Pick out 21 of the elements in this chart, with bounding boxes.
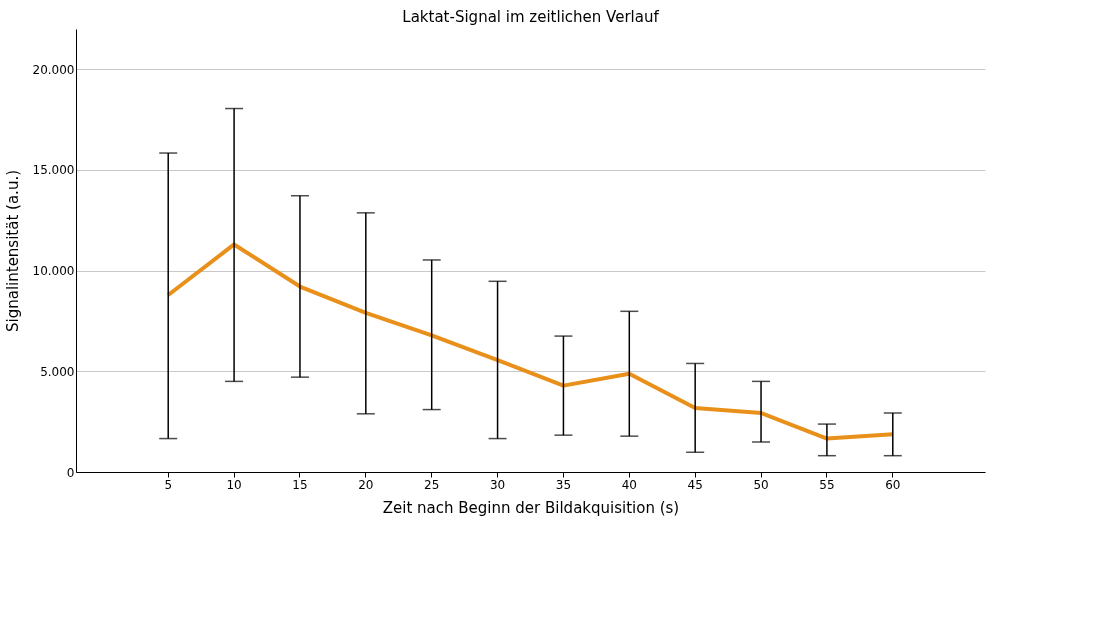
x-tick-label: 25 bbox=[424, 477, 440, 492]
x-tick-label: 5 bbox=[164, 477, 173, 492]
x-axis-title: Zeit nach Beginn der Bildakquisition (s) bbox=[382, 498, 680, 517]
x-tick-label: 15 bbox=[292, 477, 308, 492]
y-tick-label: 5.000 bbox=[40, 364, 75, 379]
y-tick-label: 10.000 bbox=[32, 264, 75, 279]
line-series bbox=[166, 242, 895, 441]
x-tick-label: 45 bbox=[687, 477, 703, 492]
y-tick-label: 0 bbox=[66, 465, 75, 480]
x-tick-label: 50 bbox=[753, 477, 769, 492]
x-tick-label: 30 bbox=[489, 477, 506, 492]
x-tick-label: 10 bbox=[226, 477, 242, 492]
chart-title: Laktat-Signal im zeitlichen Verlauf bbox=[402, 8, 660, 26]
x-tick-label: 35 bbox=[555, 477, 572, 492]
x-tick-label: 60 bbox=[885, 477, 901, 492]
y-tick-label: 15.000 bbox=[32, 163, 75, 178]
x-tick-label: 40 bbox=[621, 477, 637, 492]
y-axis-title: Signalintensität (a.u.) bbox=[3, 169, 22, 333]
y-tick-label: 20.000 bbox=[32, 62, 75, 77]
x-tick-label: 20 bbox=[358, 477, 374, 492]
x-tick-label: 55 bbox=[819, 477, 835, 492]
